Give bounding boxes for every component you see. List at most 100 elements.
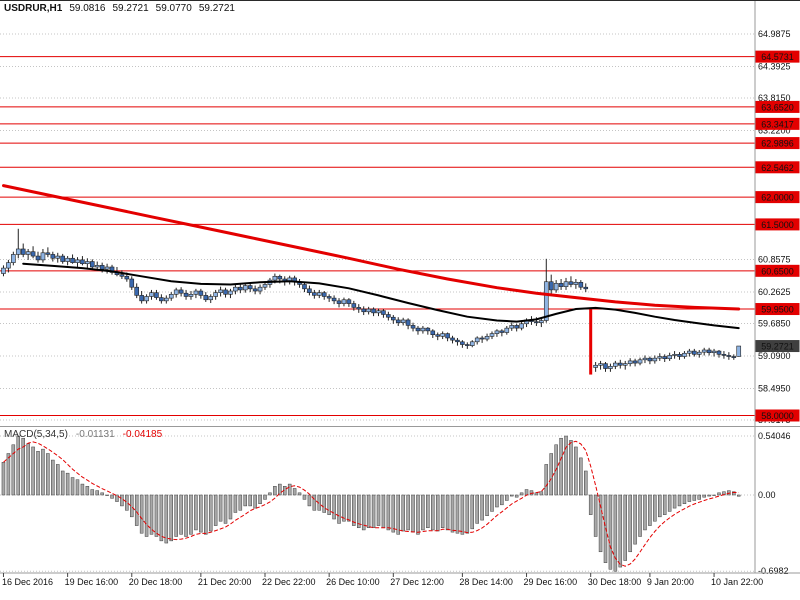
macd-bar [593,494,598,537]
macd-bar [307,494,312,507]
macd-bar [21,437,25,496]
macd-bar [450,494,455,533]
macd-bar [465,494,470,534]
candle-body [687,350,692,354]
candle-body [213,292,218,297]
macd-bar [662,494,667,515]
candle-body [60,255,65,262]
macd-bar [169,494,173,542]
macd-bar [154,494,159,537]
macd-bar [539,491,544,496]
macd-bar [584,470,588,496]
candle-body [94,265,100,268]
macd-bar [445,494,450,531]
time-axis-label: 20 Dec 18:00 [129,577,183,587]
macd-bar [223,494,228,524]
candle-body [736,345,742,357]
macd-bar [302,494,307,500]
current-price-badge [755,340,800,353]
candle-body [445,333,450,339]
candle-body [539,320,544,323]
macd-bar [500,494,504,506]
candle-body [341,299,347,304]
time-axis-label: 21 Dec 20:00 [198,577,252,587]
candle-body [608,366,613,369]
level-price-badge-label: 62.5462 [761,163,794,173]
macd-bar [485,494,489,516]
macd-bar [435,494,440,532]
low-value: 59.0770 [155,3,192,14]
macd-bar [667,494,672,512]
macd-bar [371,494,376,529]
time-axis-label: 22 Dec 22:00 [262,577,316,587]
candle-body [65,257,70,262]
candle-body [80,259,85,265]
macd-axis-label: -0.6982 [758,566,789,576]
macd-bar [431,494,435,531]
macd-bar [273,486,277,496]
macd-bar [31,446,35,496]
candle-body [711,350,717,354]
ohlc-readout: USDRUR,H1 59.0816 59.2721 59.0770 59.272… [4,3,235,14]
candle-body [395,319,401,323]
macd-bar [633,494,637,545]
macd-label: MACD(5,34,5) [4,429,68,440]
macd-bar [357,494,361,529]
macd-bar [376,494,381,526]
gap-drop-bar [589,309,593,375]
candle-body [682,352,687,357]
candle-body [450,337,455,341]
candle-body [568,281,574,285]
time-axis-label: 19 Dec 16:00 [65,577,119,587]
macd-bar [579,457,583,496]
level-price-badge [755,218,800,231]
time-axis-label: 28 Dec 14:00 [459,577,513,587]
macd-bar [184,494,188,537]
macd-bar [95,490,99,496]
candle-body [391,316,396,321]
macd-bar [519,492,524,496]
candle-body [233,286,238,292]
candle-body [371,308,376,314]
level-price-badge [755,161,800,174]
candle-body [632,360,638,364]
macd-histogram [1,435,741,572]
macd-bar [598,494,603,553]
current-price-badge-label: 59.2721 [761,342,794,352]
time-axis-label: 26 Dec 10:00 [326,577,380,587]
candle-body [405,319,411,326]
candle-body [425,327,431,332]
candle-body [548,281,554,291]
candle-body [75,259,80,263]
level-price-badge-label: 64.5731 [761,52,794,62]
macd-bar [70,477,75,496]
macd-bar [366,494,371,529]
candle-body [716,350,722,355]
level-price-badge [755,50,800,63]
candle-body [410,325,416,329]
time-axis-label: 29 Dec 16:00 [524,577,578,587]
macd-bar [623,494,627,561]
macd-axis-label: 0.00 [758,490,776,500]
macd-bar [470,494,475,530]
macd-bar [332,494,336,520]
macd-bar [36,451,40,496]
candle-body [593,364,598,368]
candle-body [252,288,258,292]
level-price-badge [755,117,800,130]
candle-body [622,363,628,366]
macd-bar [352,494,356,526]
candle-body [361,308,366,313]
candle-body [159,297,164,302]
macd-bar [51,459,55,496]
candle-body [613,362,618,367]
level-price-badge-label: 59.9500 [761,305,794,315]
macd-bar [11,444,16,496]
macd-bar [628,494,632,553]
candle-body [721,354,727,356]
candle-body [193,290,199,295]
candle-body [692,350,697,355]
candle-body [657,356,663,359]
